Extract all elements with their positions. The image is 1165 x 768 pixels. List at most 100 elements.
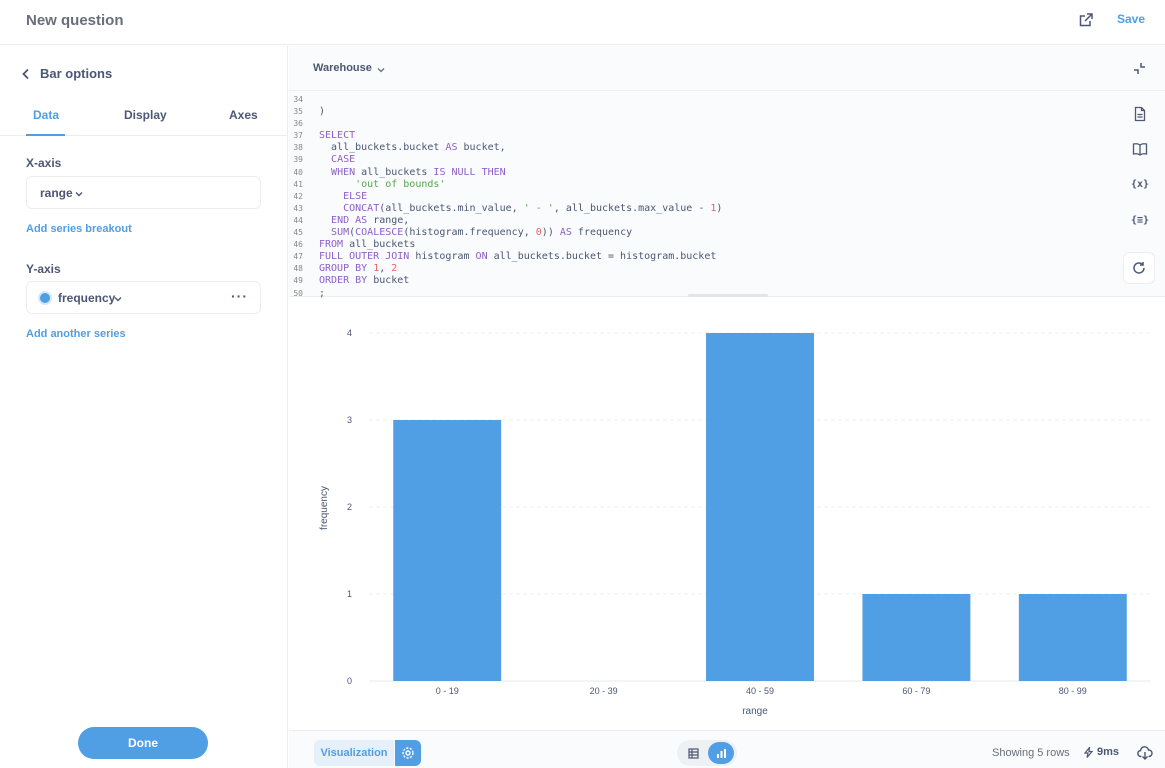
- y-tick-label: 1: [347, 589, 352, 599]
- collapse-editor-icon[interactable]: [1133, 62, 1146, 75]
- line-number: 36: [293, 119, 303, 129]
- query-time-value: 9ms: [1097, 746, 1120, 758]
- settings-tabs: Data Display Axes: [0, 102, 287, 136]
- line-number: 47: [293, 252, 303, 262]
- chevron-down-icon: [75, 192, 83, 197]
- line-number: 34: [293, 95, 303, 104]
- x-axis-value: range: [40, 186, 73, 200]
- table-icon: [687, 747, 699, 759]
- page-title: New question: [26, 12, 124, 29]
- bar[interactable]: [862, 594, 971, 681]
- y-axis-series-field[interactable]: frequency ···: [26, 281, 261, 314]
- database-picker[interactable]: Warehouse: [313, 62, 372, 74]
- bar[interactable]: [706, 333, 814, 681]
- sql-code[interactable]: ) SELECT all_buckets.bucket AS bucket, C…: [319, 94, 1099, 300]
- done-button[interactable]: Done: [78, 727, 208, 759]
- visualization-settings-button[interactable]: [395, 740, 421, 766]
- chevron-down-icon[interactable]: [377, 66, 385, 74]
- code-line: all_buckets.bucket AS bucket,: [319, 142, 506, 154]
- chevron-down-icon: [114, 297, 122, 302]
- refresh-icon: [1133, 262, 1145, 274]
- y-tick-label: 2: [347, 502, 352, 512]
- x-tick-label: 60 - 79: [902, 686, 930, 696]
- code-line: [319, 118, 1099, 130]
- y-tick-label: 3: [347, 415, 352, 425]
- x-axis-select[interactable]: range: [26, 176, 261, 209]
- code-line: ELSE: [343, 190, 368, 202]
- code-line: END AS range,: [331, 214, 410, 226]
- line-number: 49: [293, 276, 303, 286]
- database-bar: Warehouse: [289, 46, 1165, 91]
- line-number: 46: [293, 240, 303, 250]
- editor-resize-handle[interactable]: [688, 294, 768, 297]
- add-another-series-link[interactable]: Add another series: [26, 328, 126, 340]
- query-time: 9ms: [1084, 746, 1119, 758]
- sidebar-title: Bar options: [40, 66, 113, 81]
- code-line: WHEN all_buckets IS NULL THEN: [331, 166, 506, 178]
- x-tick-label: 80 - 99: [1059, 686, 1087, 696]
- bar-chart-icon: [716, 748, 726, 758]
- tab-data[interactable]: Data: [33, 108, 60, 122]
- open-in-new-icon[interactable]: [1078, 12, 1094, 28]
- bar[interactable]: [393, 420, 502, 681]
- code-line: [319, 94, 1099, 106]
- line-number: 41: [293, 179, 303, 189]
- sql-editor[interactable]: 34 35 36 37 38 39 40 41 42 43 44 45 46 47 48 49 50 ) SEL…: [289, 91, 1165, 300]
- line-number: 40: [293, 167, 303, 177]
- line-number: 45: [293, 228, 303, 238]
- code-line: CASE: [331, 154, 356, 166]
- x-tick-label: 20 - 39: [590, 686, 618, 696]
- line-number: 37: [293, 131, 303, 141]
- code-line: ;: [319, 287, 326, 299]
- run-query-button[interactable]: [1123, 252, 1155, 284]
- bar-options-sidebar: Bar options Data Display Axes X-axis ran…: [0, 46, 288, 768]
- active-tab-indicator: [26, 134, 65, 136]
- code-line: FROM all_buckets: [319, 239, 416, 251]
- snippet-icon[interactable]: {≡}: [1130, 214, 1150, 226]
- line-number: 48: [293, 264, 303, 274]
- table-chart-toggle: [677, 740, 737, 766]
- code-line: FULL OUTER JOIN histogram ON all_buckets…: [319, 251, 717, 263]
- x-axis-title: range: [742, 706, 768, 717]
- code-line: ): [319, 106, 326, 118]
- bar-chart: 0 1 2 3 4 0 - 19 20 - 39 40 - 59 60 - 79 80 - 99…: [319, 328, 1151, 717]
- tab-axes[interactable]: Axes: [229, 108, 258, 122]
- x-axis-label: X-axis: [26, 156, 62, 170]
- code-line: SUM(COALESCE(histogram.frequency, 0)) AS…: [331, 227, 633, 239]
- chevron-left-icon: [22, 68, 29, 79]
- visualization-button[interactable]: Visualization: [314, 740, 394, 766]
- chart-view-toggle[interactable]: [708, 742, 734, 764]
- y-axis-title: frequency: [319, 486, 330, 530]
- table-view-toggle[interactable]: [680, 742, 706, 764]
- book-icon[interactable]: [1132, 141, 1148, 157]
- code-line: ORDER BY bucket: [319, 275, 410, 287]
- main-panel: Warehouse 34 35 36 37 38 39 40 41 42 43 44 45 46 47 48…: [289, 46, 1165, 768]
- gear-icon: [402, 747, 414, 759]
- document-icon[interactable]: [1132, 106, 1148, 122]
- code-line: GROUP BY 1, 2: [319, 263, 398, 275]
- line-number: 44: [293, 215, 303, 225]
- save-button[interactable]: Save: [1117, 12, 1146, 26]
- download-icon[interactable]: [1137, 745, 1153, 761]
- series-color-swatch[interactable]: [38, 291, 52, 305]
- bar[interactable]: [1018, 594, 1127, 681]
- footer-bar: Visualization Showing 5 rows 9ms: [289, 730, 1165, 768]
- tab-display[interactable]: Display: [124, 108, 167, 122]
- y-axis-value: frequency: [58, 291, 116, 305]
- line-number-gutter: 34 35 36 37 38 39 40 41 42 43 44 45 46 47 48 49 50: [289, 94, 313, 300]
- x-tick-label: 40 - 59: [746, 686, 774, 696]
- line-number: 50: [293, 288, 303, 298]
- x-tick-label: 0 - 19: [436, 686, 459, 696]
- add-series-breakout-link[interactable]: Add series breakout: [26, 223, 132, 235]
- line-number: 42: [293, 191, 303, 201]
- code-line: CONCAT(all_buckets.min_value, ' - ', all…: [343, 202, 723, 214]
- line-number: 35: [293, 107, 303, 117]
- line-number: 38: [293, 143, 303, 153]
- more-options-icon[interactable]: ···: [231, 288, 248, 304]
- variable-icon[interactable]: {x}: [1130, 178, 1150, 190]
- top-bar: New question Save: [0, 0, 1165, 45]
- y-axis-label: Y-axis: [26, 262, 61, 276]
- back-button[interactable]: Bar options: [20, 66, 112, 81]
- line-number: 39: [293, 155, 303, 165]
- y-tick-label: 4: [347, 328, 352, 338]
